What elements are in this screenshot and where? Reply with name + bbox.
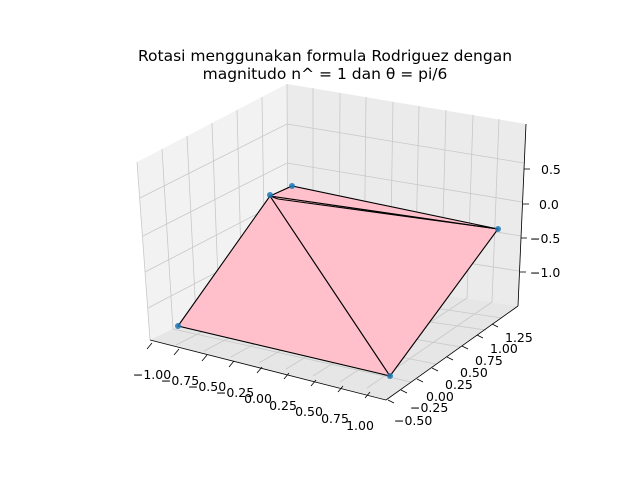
y-axis-line [385,305,519,401]
axis-lines [149,123,527,401]
chart-title-line-2: magnitudo n^ = 1 dan θ = pi/6 [203,65,448,83]
x-tick-labels: −1.00 −0.75 −0.50 −0.25 0.00 0.25 0.50 0… [133,367,374,433]
x-tick-label: 0.75 [321,411,349,426]
z-tick-label: −1.0 [530,265,560,280]
y-tick-label: 0.50 [460,365,488,380]
z-axis-line [517,123,527,307]
y-tick-label: 0.75 [475,353,503,368]
x-tick-label: 0.00 [244,391,272,406]
vertex-point [175,323,181,329]
z-tick-label: 0.5 [541,162,561,177]
x-tick-label: 0.50 [295,404,323,419]
y-tick-label: −0.25 [410,400,448,415]
polygon-faces [177,185,499,377]
x-axis-line [149,339,387,401]
z-tick-label: −0.5 [530,231,560,246]
vertex-point [267,192,273,198]
edge [277,198,499,230]
x-tick-label: −0.50 [188,379,226,394]
x-tick-label: 0.25 [269,398,297,413]
x-tick-label: 1.00 [346,418,374,433]
y-tick-label: 0.25 [445,377,473,392]
y-tick-labels: −0.50 −0.25 0.00 0.25 0.50 0.75 1.00 1.2… [394,330,533,428]
x-tick-label: −0.75 [161,373,199,388]
y-tick-label: 0.00 [426,389,454,404]
tick-marks [146,168,530,404]
vertex-point [289,183,295,189]
z-tick-label: 0.0 [539,197,559,212]
face-top [268,185,499,230]
chart-title-line-1: Rotasi menggunakan formula Rodriguez den… [138,47,512,65]
vertex-point [495,226,501,232]
vertex-points [175,183,501,379]
vertex-point [387,373,393,379]
y-tick-label: 1.00 [490,341,518,356]
y-tick-label: 1.25 [505,330,533,345]
y-tick-label: −0.50 [394,413,432,428]
z-tick-labels: 0.5 0.0 −0.5 −1.0 [530,162,561,280]
x-tick-label: −1.00 [133,367,171,382]
x-tick-label: −0.25 [216,385,254,400]
